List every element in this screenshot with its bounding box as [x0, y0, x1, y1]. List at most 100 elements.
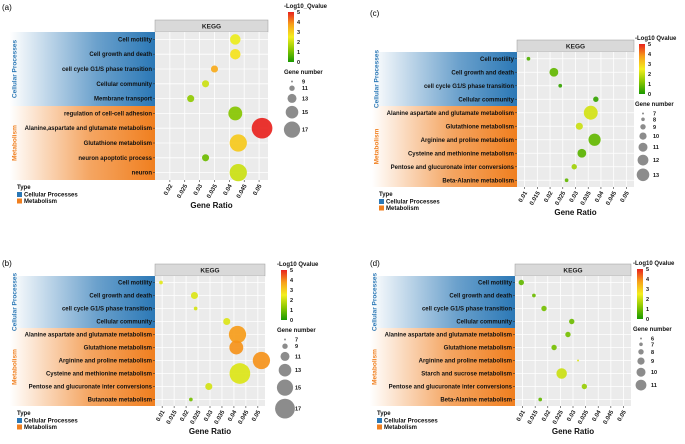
- data-point: [230, 34, 241, 45]
- data-point: [210, 65, 219, 73]
- y-tick-label: Arginine and proline metabolism: [419, 359, 512, 365]
- color-legend-tick: 5: [297, 10, 300, 16]
- color-legend-tick: 3: [290, 288, 293, 294]
- size-legend-circle: [639, 132, 647, 140]
- color-legend-tick: 0: [648, 92, 651, 98]
- group-label: Cellular Processes: [12, 273, 19, 332]
- size-legend-circle: [636, 367, 646, 377]
- x-tick-label: 0.05: [617, 409, 628, 423]
- type-legend-label: Metabolism: [386, 206, 419, 212]
- x-tick-label: 0.02: [541, 409, 552, 423]
- color-legend-tick: 2: [646, 297, 649, 303]
- color-legend-tick: 3: [648, 62, 651, 68]
- group-label: Metabolism: [12, 125, 19, 161]
- x-axis-label: Gene Ratio: [189, 427, 231, 436]
- color-legend-tick: 1: [297, 50, 300, 56]
- group-label: Cellular Processes: [374, 50, 381, 109]
- size-legend-title: Gene number: [635, 102, 674, 108]
- size-legend-circle: [641, 117, 645, 122]
- size-legend-circle: [638, 349, 644, 355]
- y-tick-label: cell cycle G1/S phase transition: [62, 307, 152, 313]
- y-tick-label: neuron apoptotic process: [78, 156, 152, 162]
- type-legend-label: Metabolism: [24, 425, 57, 431]
- y-tick-label: Alanine aspartate and glutamate metaboli…: [385, 333, 512, 339]
- x-tick-label: 0.02: [180, 409, 191, 423]
- size-legend-title: Gene number: [277, 328, 316, 334]
- chart-title: KEGG: [563, 268, 582, 275]
- y-tick-label: Cellular community: [456, 320, 512, 326]
- size-legend-circle: [275, 398, 295, 419]
- y-tick-label: Glutathione metabolism: [84, 141, 152, 147]
- y-tick-label: regulation of cell-cell adhesion: [64, 111, 152, 117]
- x-tick-label: 0.04: [592, 409, 603, 423]
- x-tick-label: 0.045: [236, 183, 249, 200]
- y-tick-label: Arginine and proline metabolism: [421, 138, 514, 144]
- y-tick-label: Cell motility: [480, 57, 515, 63]
- cellular-processes-swatch: [379, 199, 384, 204]
- x-tick-label: 0.02: [163, 183, 174, 197]
- y-tick-label: neuron: [132, 171, 153, 177]
- data-point: [251, 117, 273, 139]
- data-point: [532, 293, 536, 298]
- x-tick-label: 0.05: [251, 409, 262, 423]
- data-point: [551, 344, 557, 351]
- data-point: [541, 305, 547, 312]
- data-point: [518, 279, 525, 286]
- size-legend-title: Gene number: [633, 327, 672, 333]
- size-legend-label: 9: [295, 344, 298, 350]
- x-tick-label: 0.05: [253, 183, 264, 197]
- size-legend-circle: [289, 85, 295, 91]
- metabolism-band: [10, 328, 155, 406]
- metabolism-band: [10, 106, 155, 180]
- data-point: [577, 148, 587, 158]
- size-legend-label: 8: [653, 117, 656, 123]
- color-legend-tick: 2: [290, 298, 293, 304]
- size-legend-circle: [635, 379, 647, 391]
- size-legend-circle: [287, 93, 297, 103]
- color-legend-tick: 3: [646, 287, 649, 293]
- size-legend-label: 17: [302, 128, 308, 134]
- x-tick-label: 0.04: [227, 409, 238, 423]
- size-legend-circle: [637, 154, 649, 166]
- y-tick-label: Butanoate metabolism: [88, 398, 152, 404]
- x-tick-label: 0.035: [206, 183, 219, 200]
- data-point: [588, 133, 601, 146]
- data-point: [565, 331, 571, 338]
- y-tick-label: Glutathione metabolism: [444, 346, 512, 352]
- x-tick-label: 0.01: [156, 409, 167, 423]
- color-legend-tick: 0: [297, 60, 300, 66]
- metabolism-swatch: [17, 198, 22, 204]
- size-legend-label: 11: [651, 383, 657, 389]
- metabolism-swatch: [377, 424, 382, 430]
- color-legend-tick: 5: [648, 42, 651, 48]
- panel-label: (c): [370, 9, 380, 18]
- y-tick-label: Beta-Alanine metabolism: [440, 398, 512, 404]
- y-tick-label: Cell motility: [118, 37, 153, 43]
- cellular-processes-band: [372, 52, 517, 106]
- y-tick-label: Glutathione metabolism: [446, 124, 514, 130]
- color-legend-tick: 3: [297, 30, 300, 36]
- data-point: [564, 178, 569, 183]
- y-tick-label: Arginine and proline metabolism: [59, 359, 152, 365]
- data-point: [223, 317, 231, 326]
- size-legend-label: 8: [651, 350, 654, 356]
- y-tick-label: cell cycle G1/S phase transition: [62, 67, 152, 73]
- color-legend-tick: 1: [648, 82, 651, 88]
- size-legend-label: 9: [653, 125, 656, 131]
- size-legend-label: 10: [653, 134, 659, 140]
- data-point: [581, 383, 588, 390]
- x-tick-label: 0.03: [203, 409, 214, 423]
- cellular-processes-swatch: [17, 418, 22, 423]
- color-legend-title: -Log10 Qvalue: [277, 262, 319, 268]
- group-label: Cellular Processes: [12, 40, 19, 99]
- x-tick-label: 0.03: [193, 183, 204, 197]
- x-tick-label: 0.05: [620, 190, 631, 204]
- y-tick-label: Cell growth and death: [449, 294, 512, 300]
- x-tick-label: 0.025: [177, 183, 190, 200]
- group-label: Metabolism: [12, 349, 19, 385]
- color-scale-bar: [281, 270, 287, 320]
- color-scale-bar: [288, 12, 294, 62]
- data-point: [583, 105, 598, 120]
